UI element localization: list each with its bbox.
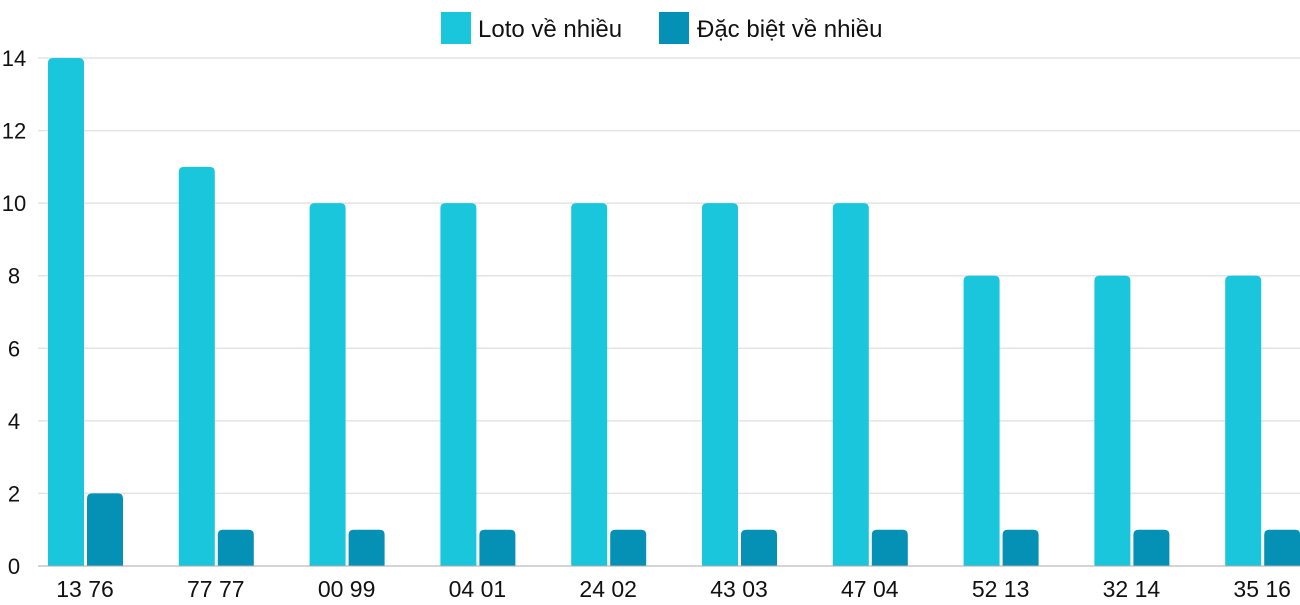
bar-dac-biet[interactable] (479, 529, 516, 566)
x-tick-label: 04 01 (449, 576, 507, 600)
bars (48, 58, 1300, 566)
legend-swatch-dac-biet (659, 12, 689, 44)
bar-dac-biet[interactable] (1264, 529, 1300, 566)
x-tick-label: 43 03 (710, 576, 768, 600)
y-tick-label: 8 (8, 264, 20, 289)
y-tick-label: 14 (2, 46, 26, 71)
y-tick-label: 6 (8, 336, 20, 361)
bar-loto[interactable] (1094, 275, 1131, 566)
x-tick-label: 24 02 (579, 576, 637, 600)
bar-dac-biet[interactable] (87, 493, 123, 566)
bar-loto[interactable] (309, 203, 346, 566)
bar-loto[interactable] (48, 58, 84, 566)
x-tick-label: 00 99 (318, 576, 376, 600)
bar-loto[interactable] (571, 203, 608, 566)
y-tick-label: 4 (8, 409, 20, 434)
x-tick-label: 47 04 (841, 576, 899, 600)
bar-loto[interactable] (963, 275, 1000, 566)
legend-label-dac-biet[interactable]: Đặc biệt về nhiều (697, 16, 882, 43)
legend-label-loto[interactable]: Loto về nhiều (478, 16, 622, 43)
x-tick-label: 35 16 (1233, 576, 1291, 600)
y-axis-ticks: 0 2 4 6 8 10 12 14 (2, 46, 26, 579)
x-tick-label: 52 13 (972, 576, 1030, 600)
bar-dac-biet[interactable] (217, 529, 254, 566)
bar-loto[interactable] (178, 166, 215, 566)
x-axis-ticks: 13 76 77 77 00 99 04 01 24 02 43 03 47 04 52 13… (56, 576, 1291, 602)
x-tick-label: 77 77 (187, 576, 245, 600)
x-tick-label: 13 76 (56, 576, 114, 600)
y-tick-label: 0 (8, 554, 20, 579)
bar-loto[interactable] (440, 203, 477, 566)
bar-loto[interactable] (832, 203, 869, 566)
legend-swatch-loto (441, 12, 471, 44)
bar-loto[interactable] (1225, 275, 1262, 566)
bar-dac-biet[interactable] (871, 529, 908, 566)
bar-dac-biet[interactable] (1133, 529, 1170, 566)
legend: Loto về nhiều Đặc biệt về nhiều (441, 12, 882, 44)
bar-loto[interactable] (702, 203, 738, 566)
y-tick-label: 2 (8, 481, 20, 506)
y-tick-label: 12 (2, 119, 26, 144)
x-tick-label: 32 14 (1103, 576, 1161, 600)
bar-dac-biet[interactable] (741, 529, 777, 566)
y-tick-label: 10 (2, 191, 26, 216)
bar-dac-biet[interactable] (610, 529, 647, 566)
gridlines (38, 57, 1300, 495)
bar-dac-biet[interactable] (348, 529, 385, 566)
bar-dac-biet[interactable] (1002, 529, 1039, 566)
